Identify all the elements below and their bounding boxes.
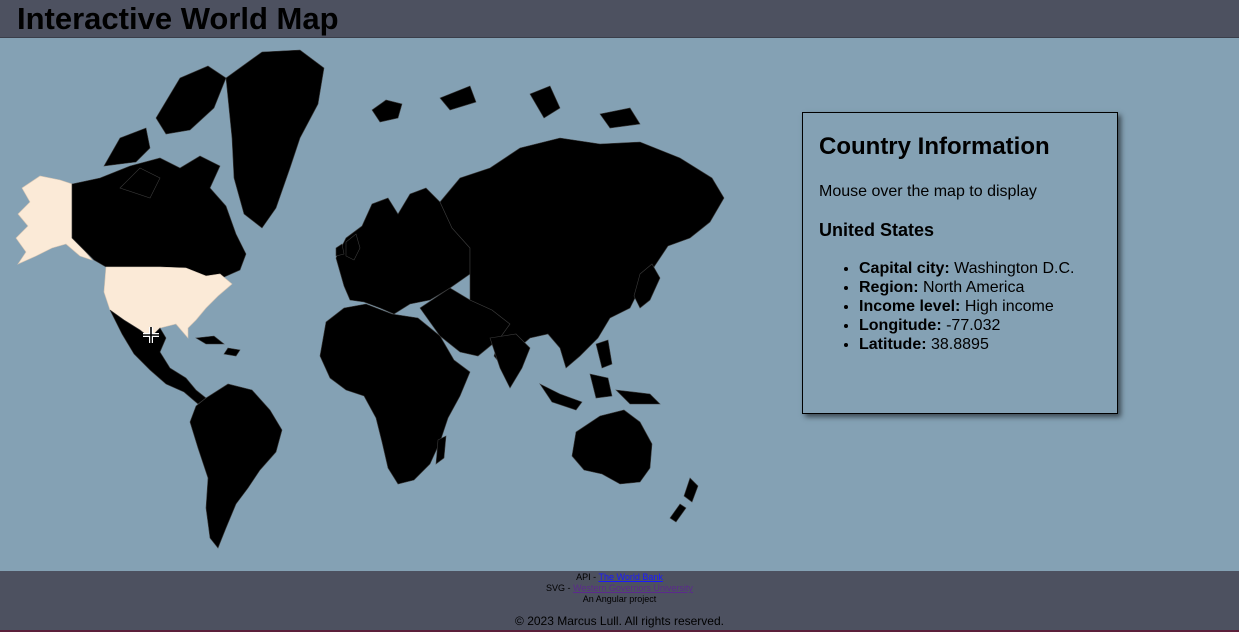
- arctic-islands[interactable]: [103, 65, 227, 199]
- footer-svg-credit: SVG - Western Governors University: [546, 583, 693, 593]
- info-panel-title: Country Information: [819, 133, 1050, 160]
- info-panel-prompt: Mouse over the map to display: [819, 183, 1037, 200]
- detail-latitude: Latitude: 38.8895: [859, 335, 1074, 354]
- country-madagascar[interactable]: [435, 435, 447, 465]
- continent-australia[interactable]: [571, 409, 653, 485]
- country-india[interactable]: [489, 333, 531, 389]
- country-canada[interactable]: [71, 155, 247, 279]
- continent-south-america[interactable]: [189, 383, 283, 549]
- footer-copyright: © 2023 Marcus Lull. All rights reserved.: [515, 614, 724, 628]
- world-map[interactable]: [0, 38, 760, 571]
- country-info-panel: Country Information Mouse over the map t…: [802, 112, 1118, 414]
- country-japan[interactable]: [633, 263, 661, 309]
- header-bar: Interactive World Map: [0, 0, 1239, 38]
- country-iceland[interactable]: [371, 99, 403, 123]
- arctic-russia-islands[interactable]: [439, 85, 641, 129]
- footer-api-credit: API - The World Bank: [576, 572, 663, 582]
- country-alaska[interactable]: [15, 175, 93, 265]
- country-new-zealand[interactable]: [669, 477, 699, 523]
- wgu-link[interactable]: Western Governors University: [573, 583, 693, 593]
- footer-project-note: An Angular project: [582, 594, 657, 604]
- continent-africa[interactable]: [319, 303, 471, 485]
- country-united-kingdom[interactable]: [335, 233, 361, 261]
- world-bank-link[interactable]: The World Bank: [598, 572, 663, 582]
- footer: API - The World Bank SVG - Western Gover…: [0, 571, 1239, 632]
- page-title: Interactive World Map: [17, 1, 339, 36]
- detail-capital: Capital city: Washington D.C.: [859, 259, 1074, 278]
- detail-longitude: Longitude: -77.032: [859, 316, 1074, 335]
- southeast-asia-islands[interactable]: [539, 339, 661, 411]
- country-greenland[interactable]: [225, 49, 325, 229]
- crosshair-cursor-icon: [143, 327, 159, 343]
- selected-country-name: United States: [819, 220, 935, 240]
- detail-region: Region: North America: [859, 278, 1074, 297]
- main-area: Country Information Mouse over the map t…: [0, 38, 1239, 571]
- continent-asia[interactable]: [439, 137, 725, 369]
- caribbean-islands[interactable]: [195, 335, 241, 357]
- detail-income-level: Income level: High income: [859, 297, 1074, 316]
- country-details-list: Capital city: Washington D.C. Region: No…: [819, 259, 1074, 354]
